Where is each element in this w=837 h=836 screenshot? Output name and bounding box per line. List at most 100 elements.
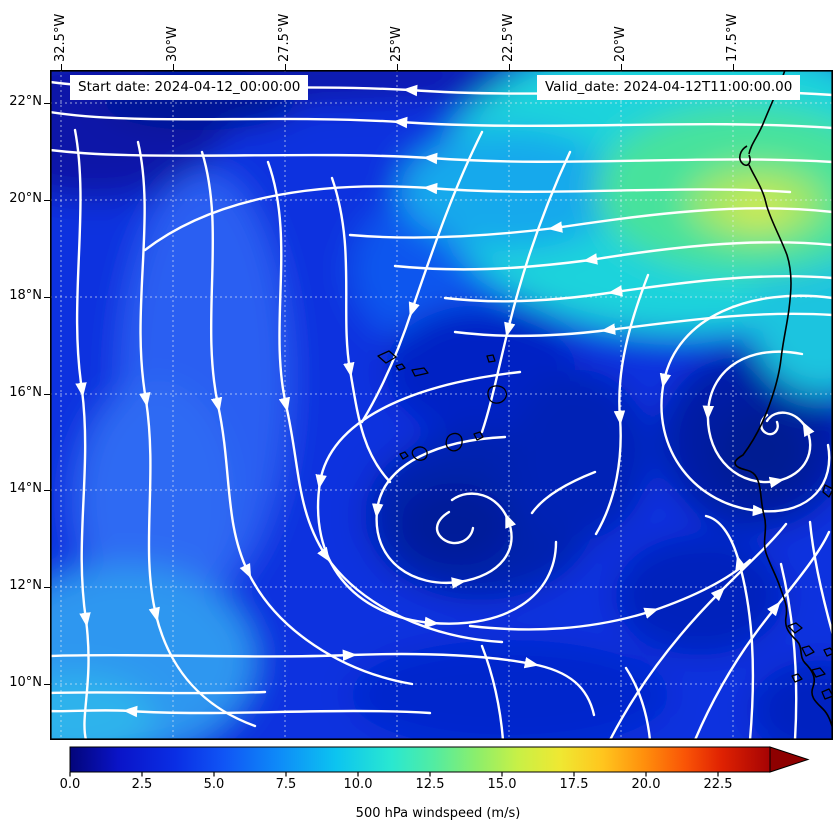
lon-tick-label: 27.5°W — [277, 13, 292, 62]
colorbar-tick-label: 15.0 — [487, 777, 517, 792]
windspeed-blob — [400, 483, 510, 567]
colorbar-tick-label: 17.5 — [559, 777, 589, 792]
lat-tick-mark — [44, 490, 50, 492]
lon-tick-label: 32.5°W — [53, 13, 68, 62]
streamline — [348, 207, 833, 239]
streamline — [435, 510, 475, 545]
windspeed-field — [50, 70, 833, 740]
lat-tick-mark — [44, 103, 50, 105]
streamline — [50, 110, 833, 130]
cape-verde-island — [395, 363, 406, 371]
streamline — [779, 562, 798, 740]
lat-tick-label: 22°N — [9, 94, 42, 109]
lat-tick-label: 12°N — [9, 578, 42, 593]
streamline — [530, 470, 597, 515]
colorbar-tick-label: 22.5 — [703, 777, 733, 792]
lon-tick-mark — [397, 64, 399, 70]
streamline — [594, 273, 650, 536]
colorbar — [69, 746, 810, 777]
streamline — [371, 435, 517, 589]
colorbar-tick-label: 10.0 — [343, 777, 373, 792]
lat-tick-mark — [44, 684, 50, 686]
streamline — [200, 150, 414, 686]
lon-tick-label: 30°W — [165, 26, 180, 62]
streamline — [143, 182, 792, 252]
lon-tick-label: 22.5°W — [501, 13, 516, 62]
coastline — [377, 70, 833, 730]
lon-tick-mark — [173, 64, 175, 70]
island-outline — [821, 688, 833, 700]
lon-tick-mark — [285, 64, 287, 70]
island-outline — [823, 647, 833, 657]
coastline-mainland — [734, 164, 833, 730]
streamline — [704, 514, 755, 740]
streamline — [393, 241, 833, 271]
lon-tick-mark — [621, 64, 623, 70]
colorbar-extend-arrow — [769, 746, 810, 773]
cape-verde-island — [473, 431, 484, 441]
colorbar-tick-label: 7.5 — [275, 777, 297, 792]
lat-tick-label: 18°N — [9, 288, 42, 303]
streamline — [608, 522, 788, 740]
colorbar-tick-label: 0.0 — [59, 777, 81, 792]
streamline — [73, 128, 91, 740]
lat-tick-label: 16°N — [9, 385, 42, 400]
streamline — [659, 294, 833, 517]
cape-verde-island — [487, 385, 508, 404]
lon-tick-mark — [509, 64, 511, 70]
streamline — [50, 649, 596, 717]
lat-tick-mark — [44, 200, 50, 202]
valid-date-label: Valid_date: 2024-04-12T11:00:00.00 — [537, 75, 801, 100]
windspeed-blob — [50, 675, 155, 740]
streamline — [50, 148, 833, 165]
map-border — [50, 70, 833, 740]
streamline — [480, 150, 572, 434]
lon-tick-label: 17.5°W — [725, 13, 740, 62]
streamline — [453, 312, 833, 338]
cape-verde-island — [411, 446, 428, 461]
colorbar-gradient-bar — [69, 746, 771, 773]
map-plot — [50, 70, 833, 740]
lat-tick-mark — [44, 587, 50, 589]
windspeed-blob — [750, 660, 833, 740]
lat-tick-label: 20°N — [9, 191, 42, 206]
lon-tick-mark — [733, 64, 735, 70]
island-outline — [822, 484, 833, 498]
lon-tick-mark — [61, 64, 63, 70]
streamline — [624, 666, 652, 740]
streamline — [443, 274, 833, 303]
coastline-cape-hook — [738, 145, 751, 167]
cape-verde-island — [445, 432, 463, 452]
start-date-label: Start date: 2024-04-12_00:00:00 — [70, 75, 309, 100]
lon-tick-label: 20°W — [613, 26, 628, 62]
lon-tick-label: 25°W — [389, 26, 404, 62]
cape-verde-island — [399, 451, 409, 460]
streamline — [50, 705, 432, 718]
colorbar-tick-label: 5.0 — [203, 777, 225, 792]
streamline — [360, 130, 484, 424]
streamline — [702, 350, 815, 489]
colorbar-tick-label: 12.5 — [415, 777, 445, 792]
windspeed-blob — [510, 370, 650, 540]
cape-verde-island — [486, 354, 496, 363]
streamline — [315, 370, 558, 629]
island-outline — [791, 673, 803, 683]
streamline — [480, 644, 505, 740]
island-outline — [811, 667, 826, 678]
island-outline — [787, 622, 803, 634]
island-outline — [801, 645, 815, 657]
lat-tick-label: 14°N — [9, 481, 42, 496]
lat-tick-mark — [44, 297, 50, 299]
streamline — [330, 176, 392, 484]
colorbar-axis-label: 500 hPa windspeed (m/s) — [355, 806, 521, 821]
colorbar-tick-marks — [69, 772, 719, 777]
streamline — [693, 530, 831, 740]
cape-verde-island — [377, 350, 397, 364]
streamline — [808, 520, 833, 637]
lat-tick-mark — [44, 394, 50, 396]
streamline — [468, 558, 752, 631]
cape-verde-island — [411, 367, 429, 377]
lat-tick-label: 10°N — [9, 675, 42, 690]
streamline — [50, 690, 267, 695]
